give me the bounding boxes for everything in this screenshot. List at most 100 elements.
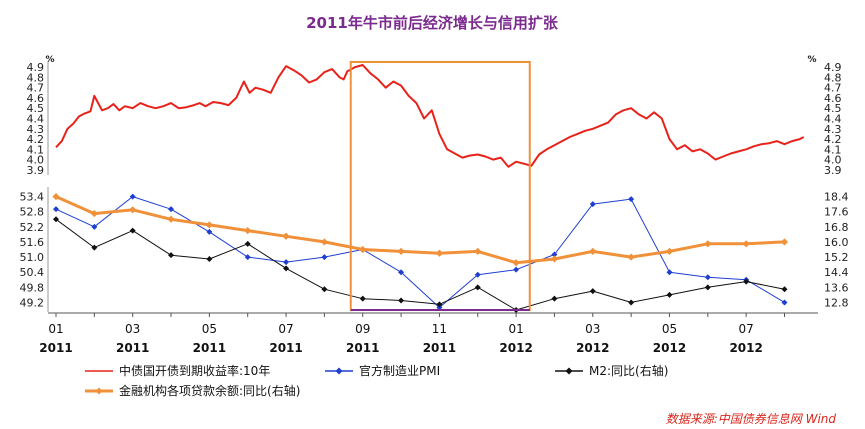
- x-tick-year: 2011: [193, 341, 226, 355]
- series-line-yield: [55, 64, 805, 168]
- data-point-2: [742, 240, 750, 248]
- bottom-left-tick-label: 49.8: [20, 281, 45, 294]
- x-tick-month: 01: [508, 322, 523, 336]
- top-left-tick-label: 3.9: [27, 164, 45, 177]
- bottom-right-tick-label: 12.8: [824, 296, 849, 309]
- source-note: 数据来源:中国债券信息网 Wind: [666, 412, 837, 426]
- x-tick-month: 03: [125, 322, 140, 336]
- data-point-0: [513, 266, 520, 273]
- data-point-2: [550, 255, 559, 263]
- series-line-2: [55, 195, 785, 265]
- top-left-tick-label: 4.0: [27, 154, 45, 167]
- data-point-1: [91, 244, 98, 251]
- x-tick-year: 2011: [423, 341, 456, 355]
- data-point-1: [589, 288, 596, 295]
- data-point-0: [398, 269, 405, 276]
- data-point-2: [244, 226, 252, 235]
- data-point-0: [666, 269, 673, 276]
- top-left-tick-label: 4.3: [27, 123, 45, 136]
- data-point-2: [282, 232, 290, 240]
- legend-label: M2:同比(右轴): [589, 363, 668, 378]
- top-left-tick-label: 4.5: [27, 102, 45, 115]
- bottom-left-tick-label: 49.2: [20, 296, 45, 309]
- top-right-tick-label: 4.3: [824, 123, 842, 136]
- data-point-0: [244, 254, 251, 261]
- legend-label: 中债国开债到期收益率:10年: [119, 363, 270, 378]
- data-point-1: [704, 284, 711, 291]
- data-point-1: [359, 295, 366, 302]
- bottom-left-tick-label: 53.4: [20, 191, 45, 204]
- top-right-tick-label: 4.6: [824, 92, 842, 105]
- bottom-left-tick-label: 50.4: [20, 266, 45, 279]
- x-tick-year: 2012: [499, 341, 532, 355]
- series-layer: [52, 64, 805, 313]
- top-left-tick-label: 4.8: [27, 71, 45, 84]
- bottom-right-tick-label: 14.4: [824, 266, 849, 279]
- top-left-tick-label: 4.4: [27, 113, 45, 126]
- data-point-2: [359, 245, 367, 254]
- series-line-0: [55, 196, 785, 308]
- data-point-2: [474, 247, 482, 255]
- data-point-2: [589, 247, 597, 255]
- x-tick-month: 07: [278, 322, 293, 336]
- data-point-2: [627, 253, 635, 261]
- data-point-2: [320, 238, 328, 246]
- data-point-0: [628, 196, 635, 203]
- data-point-1: [551, 295, 558, 302]
- x-tick-month: 05: [202, 322, 217, 336]
- highlight-rect: [349, 61, 531, 311]
- data-point-0: [436, 304, 443, 311]
- legend-label: 金融机构各项贷款余额:同比(右轴): [119, 383, 300, 398]
- data-point-0: [781, 299, 788, 306]
- data-point-2: [397, 247, 405, 255]
- legend-marker: [335, 367, 343, 375]
- data-point-1: [398, 297, 405, 304]
- data-point-2: [512, 259, 520, 267]
- data-point-1: [436, 301, 443, 308]
- data-point-0: [704, 274, 711, 281]
- data-point-0: [206, 228, 213, 235]
- x-tick-year: 2012: [653, 341, 686, 355]
- x-tick-year: 2011: [116, 341, 149, 355]
- data-point-2: [90, 209, 98, 218]
- x-tick-year: 2012: [576, 341, 609, 355]
- data-point-0: [168, 206, 175, 213]
- top-left-unit: %: [45, 55, 54, 65]
- data-point-2: [704, 240, 712, 248]
- top-right-tick-label: 4.2: [824, 133, 842, 146]
- top-right-tick-label: 4.4: [824, 113, 842, 126]
- bottom-right-tick-label: 17.6: [824, 206, 849, 219]
- top-right-tick-label: 4.5: [824, 102, 842, 115]
- data-point-1: [53, 216, 59, 223]
- top-right-unit: %: [807, 55, 816, 65]
- x-tick-month: 03: [585, 322, 600, 336]
- data-point-2: [780, 238, 789, 246]
- data-point-1: [743, 278, 750, 285]
- data-point-0: [321, 254, 328, 261]
- legend-label: 官方制造业PMI: [359, 363, 440, 378]
- bottom-right-tick-label: 18.4: [824, 191, 849, 204]
- x-tick-year: 2011: [39, 341, 72, 355]
- bottom-left-tick-label: 51.6: [20, 236, 45, 249]
- data-point-2: [665, 247, 674, 255]
- highlight-box: [349, 61, 531, 311]
- x-tick-year: 2011: [269, 341, 302, 355]
- data-point-0: [589, 201, 596, 208]
- data-point-1: [474, 284, 481, 291]
- x-axis: 01 2011 03 2011 05 2011 07 2011 09 2011 11 2011 01 20…: [39, 312, 818, 355]
- top-left-tick-label: 4.1: [27, 143, 45, 156]
- bottom-right-tick-label: 13.6: [824, 281, 849, 294]
- data-point-0: [283, 259, 290, 266]
- x-tick-month: 05: [662, 322, 677, 336]
- data-point-1: [666, 291, 673, 298]
- bottom-right-tick-label: 15.2: [824, 251, 849, 264]
- top-left-tick-label: 4.6: [27, 92, 45, 105]
- data-point-2: [167, 215, 175, 223]
- x-tick-month: 11: [432, 322, 447, 336]
- legend: 中债国开债到期收益率:10年 官方制造业PMI M2:同比(右轴) 金融机构各项贷款余…: [85, 363, 668, 398]
- bottom-left-tick-label: 51.0: [20, 251, 45, 264]
- top-right-tick-label: 4.7: [824, 82, 842, 95]
- data-point-0: [53, 206, 59, 213]
- bottom-left-tick-label: 52.2: [20, 221, 45, 234]
